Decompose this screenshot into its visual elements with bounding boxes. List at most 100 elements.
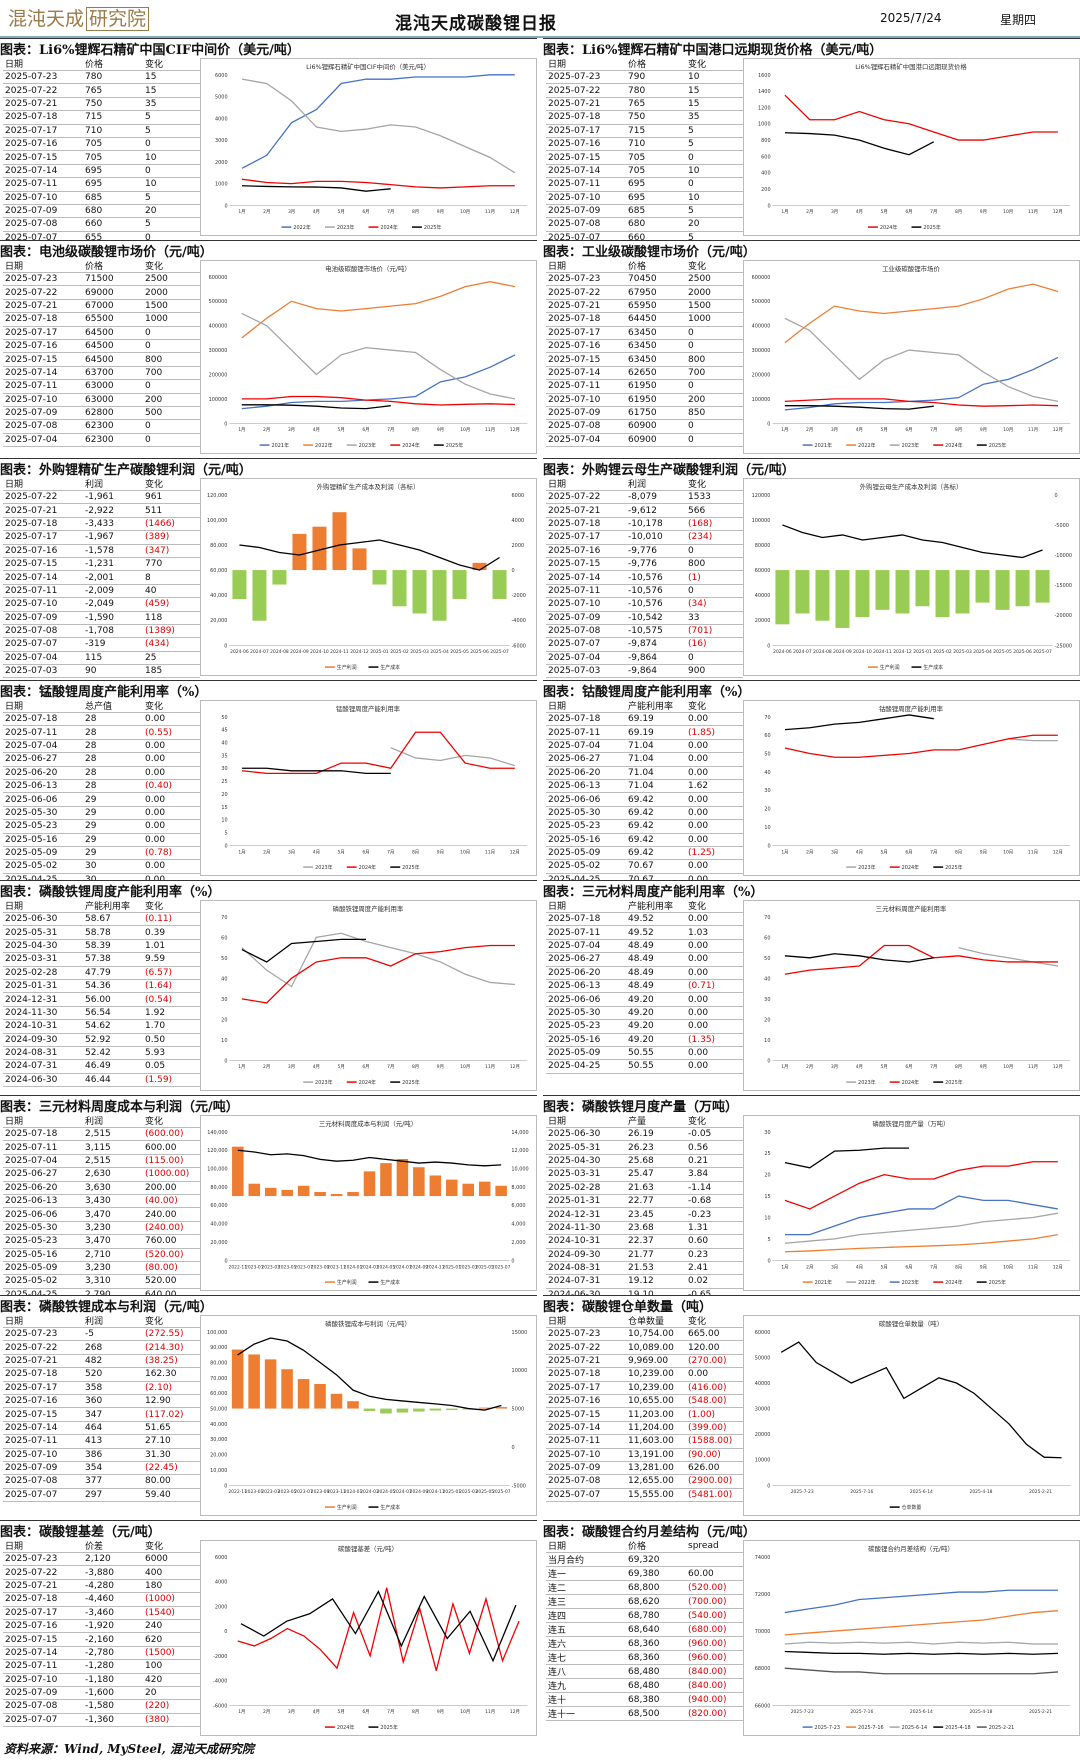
y-tick-label: 45 <box>221 728 227 734</box>
column-header: 变化 <box>145 480 164 490</box>
table-cell: 358 <box>85 1382 103 1393</box>
table-cell: 640.00 <box>145 1289 177 1295</box>
table-cell: 2024-12-31 <box>548 1209 601 1220</box>
table-cell: 200 <box>688 394 706 405</box>
y-tick-label: 6000 <box>215 73 228 79</box>
table-cell: 0.00 <box>688 954 709 965</box>
y-tick-label: 120,000 <box>207 1148 227 1154</box>
table-row: 连三 68,620 (700.00) <box>546 1595 743 1609</box>
table-cell: 800 <box>145 354 163 365</box>
table-cell: -3,460 <box>85 1607 115 1618</box>
source-note: 资料来源：Wind, MySteel, 混沌天成研究院 <box>4 1742 254 1756</box>
profit-bar <box>452 570 467 600</box>
table-cell: (347) <box>145 545 170 556</box>
table-row: 2025-05-23 3,470 760.00 <box>3 1235 200 1249</box>
x-tick-label: 10月 <box>1003 427 1013 433</box>
table-cell: 0.00 <box>688 940 709 951</box>
table-cell: 33 <box>688 612 700 623</box>
x-tick-label: 11月 <box>485 209 495 215</box>
table-row: 2025-07-03 90 185 <box>3 665 200 678</box>
y2-tick-label: 4000 <box>512 518 525 524</box>
table-cell: 2025-07-08 <box>5 1701 58 1712</box>
data-table: 日期 产量 变化 2025-06-30 26.19 -0.05 2025-05-31 26.2… <box>546 1114 743 1295</box>
table-cell: 2025-07-22 <box>5 492 58 503</box>
y-tick-label: 100000 <box>752 397 771 403</box>
x-tick-label: 10月 <box>1003 209 1013 215</box>
table-row: 2025-07-11 -1,280 100 <box>3 1660 200 1674</box>
y2-tick-label: 2,000 <box>511 1240 525 1246</box>
table-cell: 413 <box>85 1436 103 1447</box>
table-row: 2025-07-03 -9,864 900 <box>546 665 743 678</box>
series-line <box>958 946 1059 967</box>
table-cell: 2025-06-13 <box>5 1196 58 1207</box>
x-tick-label: 4月 <box>856 427 863 433</box>
y-tick-label: 100000 <box>752 518 771 524</box>
table-cell: 2025-07-08 <box>5 626 58 637</box>
table-cell: 49.20 <box>628 1034 654 1045</box>
y-tick-label: 25 <box>764 1151 770 1157</box>
table-row: 2025-07-10 61950 200 <box>546 393 743 407</box>
table-cell: 46.44 <box>85 1074 111 1085</box>
x-tick-label: 6月 <box>905 427 912 433</box>
x-tick-label: 7月 <box>930 849 937 855</box>
table-cell: 58.78 <box>85 927 111 938</box>
table-cell: 0 <box>145 232 151 240</box>
table-cell: (0.54) <box>145 994 173 1005</box>
table-row: 2025-07-08 62300 0 <box>3 420 200 434</box>
y-tick-label: 90,000 <box>210 1345 227 1351</box>
table-cell: 700 <box>688 367 706 378</box>
table-cell: (820.00) <box>688 1708 727 1719</box>
y-tick-label: 2000 <box>215 1604 228 1610</box>
table-cell: 2024-07-31 <box>548 1276 601 1287</box>
y-tick-label: 70 <box>764 715 770 721</box>
x-tick-label: 9月 <box>437 849 444 855</box>
y-tick-label: 10 <box>764 1038 770 1044</box>
x-tick-label: 2月 <box>806 849 813 855</box>
table-cell: 2025-07-09 <box>5 408 58 419</box>
data-table: 日期 仓单数量 变化 2025-07-23 10,754.00 665.00 2025-07… <box>546 1314 743 1502</box>
table-cell: (434) <box>145 639 170 650</box>
table-cell: 58.39 <box>85 940 111 951</box>
section-panel: 图表：钴酸锂周度产能利用率（%） 日期 产能利用率 变化 2025-07-18 69.19… <box>543 680 1080 880</box>
profit-bar <box>363 1408 376 1412</box>
legend-label: 2025年 <box>446 442 464 449</box>
table-cell: 2025-07-21 <box>548 1355 601 1366</box>
table-row: 2025-06-06 29 0.00 <box>3 793 200 807</box>
table-cell: 2025-07-21 <box>548 98 601 109</box>
table-cell: 120.00 <box>688 1342 720 1353</box>
table-cell: 21.77 <box>628 1249 654 1260</box>
table-cell: 520.00 <box>145 1276 177 1287</box>
table-cell: (1000) <box>145 1594 175 1605</box>
table-row: 2025-05-30 29 0.00 <box>3 806 200 820</box>
profit-bar <box>895 570 910 614</box>
x-tick-label: 2022-11 <box>229 1264 248 1270</box>
table-cell: 268 <box>85 1342 103 1353</box>
column-header: 利润 <box>85 480 104 490</box>
table-cell: 2025-06-06 <box>5 794 58 805</box>
x-tick-label: 9月 <box>980 209 987 215</box>
y-tick-label: 30 <box>221 766 227 772</box>
table-cell: -2,780 <box>85 1647 115 1658</box>
table-cell: 62650 <box>628 367 657 378</box>
table-cell: 35 <box>145 98 157 109</box>
section-panel: 图表：工业级碳酸锂市场价（元/吨） 日期 价格 变化 2025-07-23 70450 25… <box>543 240 1080 458</box>
table-cell: 2025-07-08 <box>5 421 58 432</box>
chart-svg: 三元材料周度产能利用率 70 60 50 40 30 20 10 0 1月 2月 3月 4月 5月 6月 7月… <box>764 904 1071 1086</box>
profit-bar <box>995 570 1010 610</box>
table-cell: 10 <box>688 165 700 176</box>
table-cell: 2025-07-14 <box>548 1422 601 1433</box>
table-row: 2025-07-09 61750 850 <box>546 406 743 420</box>
table-cell: -9,874 <box>628 639 658 650</box>
table-cell: -1,961 <box>85 492 115 503</box>
table-cell: 695 <box>85 179 103 190</box>
table-cell: -10,576 <box>628 572 663 583</box>
x-tick-label: 2025-02 <box>933 649 952 655</box>
table-cell: (600.00) <box>145 1129 184 1140</box>
profit-bar <box>314 1383 326 1409</box>
profit-bar <box>412 570 427 614</box>
table-cell: 2025-02-28 <box>548 1182 601 1193</box>
table-cell: -1,360 <box>85 1714 115 1725</box>
y-tick-label: 20 <box>764 807 770 813</box>
table-cell: 705 <box>628 152 646 163</box>
y-tick-label: 80,000 <box>210 1361 227 1367</box>
